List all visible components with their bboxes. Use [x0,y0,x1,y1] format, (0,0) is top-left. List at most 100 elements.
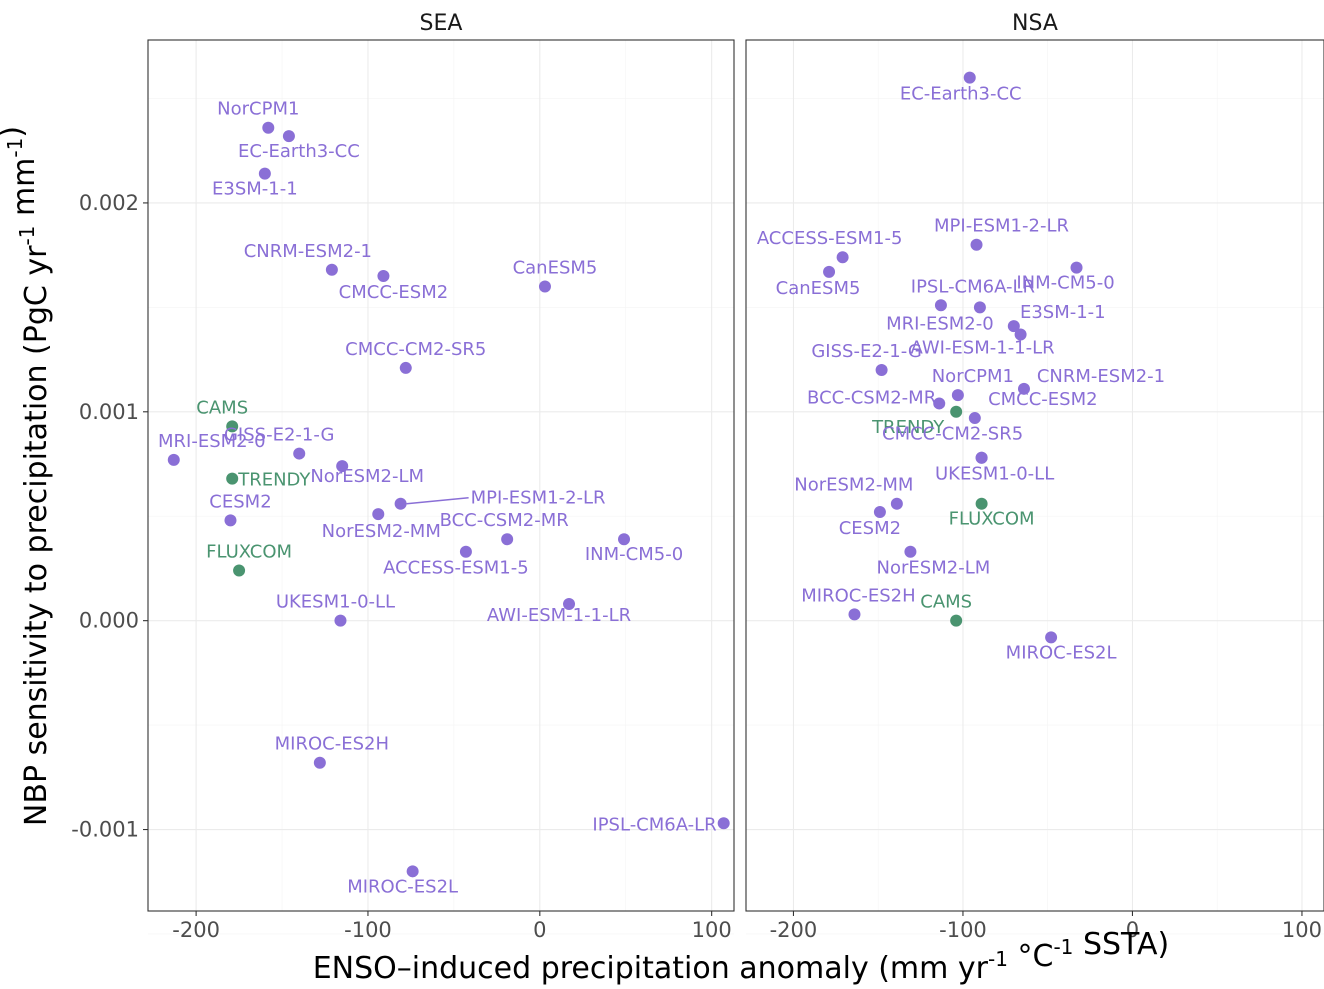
point-label-cmcc-cm2-sr5: CMCC-CM2-SR5 [345,339,486,360]
point-ipsl-cm6a-lr [934,299,947,312]
y-axis-title-part: ) [0,126,30,138]
point-canesm5 [823,265,836,278]
point-label-awi-esm-1-1-lr: AWI-ESM-1-1-LR [487,605,631,626]
point-label-cesm2: CESM2 [839,518,901,539]
point-norcpm1 [951,389,964,402]
point-cnrm-esm2-1 [325,263,338,276]
point-ec-earth3-cc [963,71,976,84]
point-cesm2 [873,506,886,519]
x-tick-label: -200 [770,918,818,942]
point-label-miroc-es2l: MIROC-ES2L [347,876,458,897]
point-label-cmcc-cm2-sr5: CMCC-CM2-SR5 [882,424,1023,445]
x-axis-title-part: -1 [988,947,1008,971]
point-cams [226,420,239,433]
point-label-cams: CAMS [920,592,972,613]
panel-title-nsa: NSA [1012,11,1058,36]
label-leader-line [406,496,469,505]
point-label-giss-e2-1-g: GISS-E2-1-G [224,425,334,446]
y-axis-title-part: mm [7,158,42,226]
panel-title-sea: SEA [420,11,463,36]
point-label-bcc-csm2-mr: BCC-CSM2-MR [807,387,936,408]
point-bcc-csm2-mr [501,533,514,546]
point-mri-esm2-0 [973,301,986,314]
point-label-trendy: TRENDY [237,470,311,491]
point-label-noresm2-mm: NorESM2-MM [322,521,441,542]
x-axis-title-part: – [397,951,412,985]
point-label-trendy: TRENDY [871,417,945,438]
point-noresm2-lm [904,545,917,558]
x-tick-label: -200 [172,918,220,942]
x-tick-label: 100 [692,918,732,942]
point-ukesm1-0-ll [975,451,988,464]
point-label-fluxcom: FLUXCOM [206,542,292,563]
point-cmcc-esm2 [377,270,390,283]
point-label-miroc-es2h: MIROC-ES2H [275,734,389,755]
point-miroc-es2h [848,608,861,621]
y-axis-title-part: NBP sensitivity to precipitation (PgC yr [19,245,54,826]
point-label-norcpm1: NorCPM1 [217,99,299,120]
point-bcc-csm2-mr [933,397,946,410]
point-trendy [950,405,963,418]
point-e3sm-1-1 [258,167,271,180]
panel-border-nsa [745,39,1324,912]
x-tick-label: 0 [1126,918,1139,942]
point-giss-e2-1-g [293,447,306,460]
y-axis-title-part: -1 [3,138,27,158]
point-inm-cm5-0 [1070,261,1083,274]
point-label-fluxcom: FLUXCOM [949,509,1035,530]
point-label-inm-cm5-0: INM-CM5-0 [1016,273,1114,294]
point-ipsl-cm6a-lr [717,817,730,830]
point-mpi-esm1-2-lr [394,497,407,510]
x-tick-label: 0 [533,918,546,942]
point-fluxcom [233,564,246,577]
point-noresm2-mm [890,497,903,510]
point-label-noresm2-mm: NorESM2-MM [794,475,913,496]
point-label-mri-esm2-0: MRI-ESM2-0 [158,431,266,452]
point-cesm2 [224,514,237,527]
y-tick-label: 0.000 [79,609,139,633]
point-label-ipsl-cm6a-lr: IPSL-CM6A-LR [592,814,716,835]
point-miroc-es2l [1045,631,1058,644]
point-label-cmcc-esm2: CMCC-ESM2 [988,389,1098,410]
point-canesm5 [538,280,551,293]
point-label-ipsl-cm6a-lr: IPSL-CM6A-LR [911,276,1035,297]
point-miroc-es2h [313,756,326,769]
x-axis-title-part: -1 [1053,935,1073,959]
point-label-cnrm-esm2-1: CNRM-ESM2-1 [1037,366,1165,387]
y-tick-label: 0.001 [79,400,139,424]
point-label-bcc-csm2-mr: BCC-CSM2-MR [440,510,569,531]
point-noresm2-lm [336,460,349,473]
point-awi-esm-1-1-lr [563,597,576,610]
point-label-cams: CAMS [196,397,248,418]
x-tick-label: 100 [1282,918,1322,942]
x-axis-title-part: SSTA) [1073,927,1169,962]
point-access-esm1-5 [459,545,472,558]
point-noresm2-mm [372,508,385,521]
x-axis-title-part: °C [1008,939,1053,974]
point-inm-cm5-0 [618,533,631,546]
point-label-noresm2-lm: NorESM2-LM [310,466,424,487]
point-ukesm1-0-ll [334,614,347,627]
point-label-ukesm1-0-ll: UKESM1-0-LL [276,592,395,613]
point-e3sm-1-1 [1007,320,1020,333]
point-label-noresm2-lm: NorESM2-LM [877,558,991,579]
point-label-cesm2: CESM2 [209,491,271,512]
y-axis-title: NBP sensitivity to precipitation (PgC yr… [0,126,54,826]
point-miroc-es2l [406,865,419,878]
point-cmcc-esm2 [968,412,981,425]
point-label-cmcc-esm2: CMCC-ESM2 [339,282,449,303]
point-label-mpi-esm1-2-lr: MPI-ESM1-2-LR [471,488,606,509]
point-label-giss-e2-1-g: GISS-E2-1-G [811,341,921,362]
panel-border-sea [147,39,735,912]
point-label-miroc-es2l: MIROC-ES2L [1006,642,1117,663]
point-trendy [226,472,239,485]
point-label-ukesm1-0-ll: UKESM1-0-LL [935,464,1054,485]
point-awi-esm-1-1-lr [1014,328,1027,341]
point-label-mpi-esm1-2-lr: MPI-ESM1-2-LR [934,216,1069,237]
x-axis-title: ENSO–induced precipitation anomaly (mm y… [313,927,1170,985]
point-label-miroc-es2h: MIROC-ES2H [801,585,915,606]
point-cams [950,614,963,627]
point-mri-esm2-0 [167,453,180,466]
point-label-inm-cm5-0: INM-CM5-0 [585,544,683,565]
